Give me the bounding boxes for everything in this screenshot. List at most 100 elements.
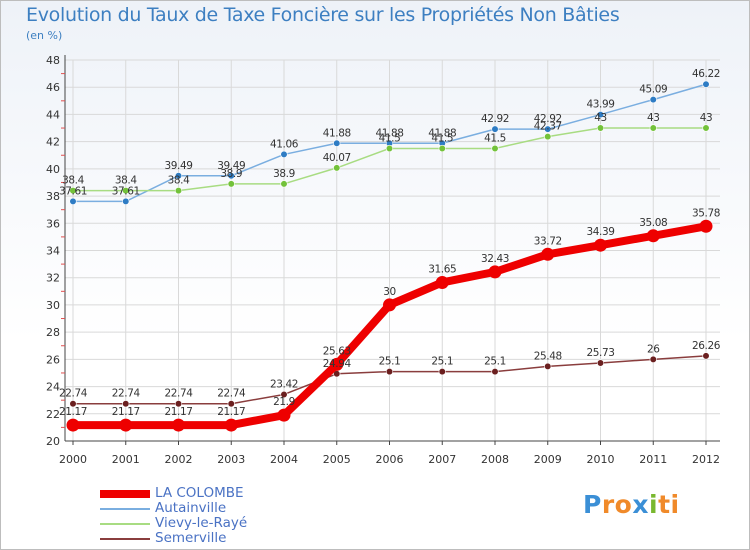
y-tick-label: 42 (46, 136, 60, 149)
data-point (333, 139, 341, 147)
data-label: 21.9 (273, 396, 295, 408)
data-point (435, 275, 449, 289)
data-point (649, 124, 657, 132)
data-label: 41.5 (379, 132, 401, 144)
data-label: 35.08 (639, 217, 667, 229)
data-point (646, 229, 660, 243)
data-point (596, 359, 605, 367)
logo-letter: ti (658, 490, 680, 519)
data-point (385, 144, 394, 153)
data-point (122, 187, 130, 195)
data-label: 40.07 (323, 152, 351, 164)
data-label: 24.94 (323, 358, 352, 370)
data-point (119, 418, 133, 432)
data-label: 26 (647, 343, 660, 355)
x-tick-label: 2005 (323, 453, 351, 466)
data-label: 41.88 (375, 127, 403, 139)
x-tick-label: 2002 (165, 453, 193, 466)
data-point (277, 408, 291, 422)
data-label: 39.49 (164, 160, 192, 172)
data-label: 43 (700, 112, 713, 124)
legend-swatch (100, 523, 150, 525)
data-label: 43.99 (586, 99, 614, 111)
data-point (330, 357, 344, 371)
data-point (280, 150, 288, 159)
series-la-colombe (66, 219, 713, 432)
data-label: 25.73 (586, 347, 614, 359)
data-label: 25.1 (431, 356, 453, 368)
y-tick-label: 32 (46, 272, 60, 285)
y-tick-label: 26 (46, 353, 60, 366)
data-label: 39.49 (217, 160, 245, 172)
data-point (280, 180, 288, 188)
legend-label: LA COLOMBE (155, 485, 244, 501)
series-vievy-le-ray- (69, 124, 710, 195)
data-label: 37.61 (112, 185, 140, 197)
x-tick-label: 2007 (428, 453, 456, 466)
data-label: 22.74 (112, 388, 141, 400)
data-point (544, 125, 552, 133)
data-label: 38.9 (273, 168, 295, 180)
data-label: 42.37 (534, 121, 562, 133)
legend-label: Autainville (155, 500, 227, 516)
data-point (702, 124, 710, 132)
x-tick-label: 2006 (376, 453, 404, 466)
logo-letter: o (614, 490, 633, 519)
data-point (69, 187, 77, 195)
data-point (438, 368, 446, 376)
logo-letter: x (632, 490, 649, 519)
y-tick-label: 44 (46, 108, 60, 121)
data-point (702, 80, 710, 88)
x-tick-label: 2000 (59, 453, 87, 466)
data-point (596, 110, 605, 119)
data-label: 41.88 (428, 127, 456, 139)
data-label: 21.17 (59, 406, 87, 418)
data-point (69, 400, 77, 408)
data-point (491, 368, 499, 376)
data-label: 32.43 (481, 253, 509, 265)
legend-swatch (100, 538, 150, 540)
data-point (174, 400, 183, 408)
data-label: 25.63 (323, 345, 351, 357)
logo-letter: i (649, 490, 659, 519)
y-tick-label: 24 (46, 381, 60, 394)
data-point (280, 390, 288, 399)
proxiti-logo: Proxiti (583, 490, 680, 519)
y-tick-label: 34 (46, 245, 60, 258)
data-label: 45.09 (639, 84, 667, 96)
y-tick-label: 38 (46, 190, 60, 203)
data-point (491, 144, 499, 153)
data-point (333, 164, 341, 172)
data-label: 38.4 (168, 175, 190, 187)
data-point (438, 144, 446, 153)
data-point (224, 418, 238, 432)
x-tick-label: 2012 (692, 453, 720, 466)
data-label: 31.65 (428, 263, 456, 275)
data-label: 38.9 (220, 168, 242, 180)
data-label: 38.4 (115, 175, 137, 187)
x-tick-label: 2009 (534, 453, 562, 466)
data-point (385, 368, 394, 376)
data-label: 21.17 (164, 406, 192, 418)
axes: 20 22 24 26 28 30 32 34 36 38 40 42 44 46 48 2000 2001 20… (46, 54, 720, 466)
data-label: 41.5 (431, 132, 453, 144)
y-tick-label: 22 (46, 408, 60, 421)
data-label: 26.26 (692, 340, 721, 352)
data-point (172, 418, 185, 432)
data-label: 25.48 (534, 350, 562, 362)
data-point (594, 238, 607, 252)
legend-swatch (100, 508, 150, 510)
data-label: 21.17 (217, 406, 245, 418)
x-tick-label: 2010 (587, 453, 615, 466)
legend-label: Vievy-le-Rayé (155, 515, 248, 531)
data-point (649, 95, 657, 104)
data-label: 42.92 (534, 113, 562, 125)
data-label: 46.22 (692, 68, 720, 80)
x-tick-label: 2008 (481, 453, 509, 466)
data-point (699, 219, 713, 233)
data-label: 25.1 (484, 356, 506, 368)
series-autainville (69, 80, 710, 205)
data-label: 42.92 (481, 113, 509, 125)
data-point (488, 265, 502, 279)
